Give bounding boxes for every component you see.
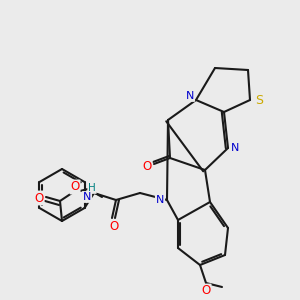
Text: N: N [186, 91, 194, 101]
Text: N: N [83, 192, 91, 202]
Text: O: O [142, 160, 152, 173]
Text: O: O [34, 191, 43, 205]
Text: O: O [110, 220, 118, 233]
Text: S: S [255, 94, 263, 106]
Text: H: H [88, 183, 96, 193]
Text: O: O [201, 284, 211, 298]
Text: N: N [156, 195, 164, 205]
Text: N: N [231, 143, 239, 153]
Text: O: O [70, 181, 80, 194]
